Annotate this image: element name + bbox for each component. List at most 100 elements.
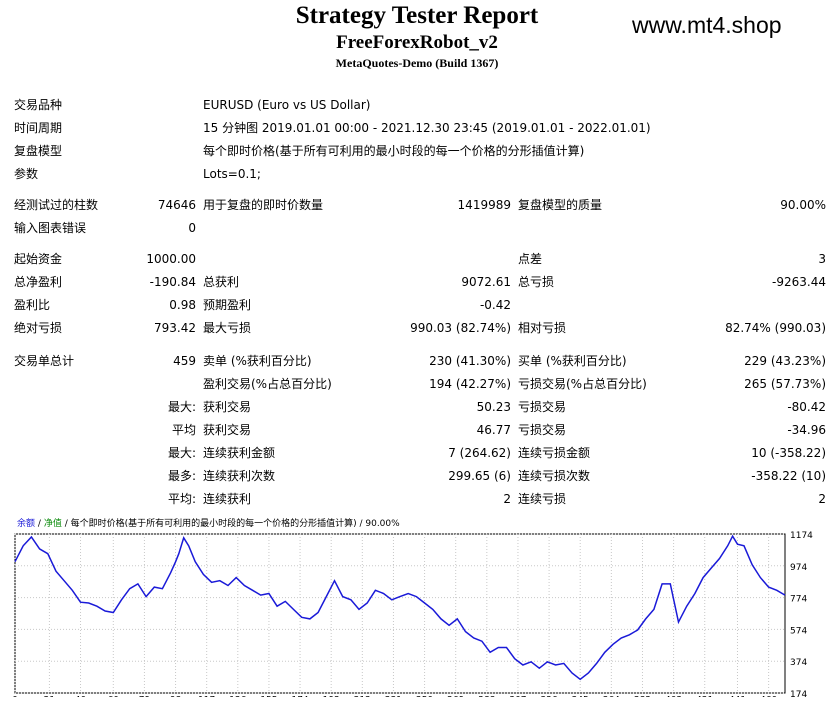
deposit-label: 起始资金 — [14, 252, 63, 266]
gross-loss-label: 总亏损 — [518, 275, 555, 289]
x-tick-label: 60 — [108, 696, 120, 697]
x-tick-label: 250 — [416, 696, 433, 697]
loss-trades-value: 265 (57.73%) — [744, 377, 826, 391]
largest-loss-value: -80.42 — [787, 400, 826, 414]
x-tick-label: 383 — [634, 696, 651, 697]
x-tick-label: 326 — [540, 696, 557, 697]
average-profit-label: 获利交易 — [203, 423, 252, 437]
largest-loss-label: 亏损交易 — [518, 400, 567, 414]
chart-legend: 余额 / 净值 / 每个即时价格(基于所有可利用的最小时段的每一个价格的分形插值… — [17, 516, 400, 529]
errors-value: 0 — [188, 221, 196, 235]
y-tick-label: 974 — [790, 563, 807, 573]
x-tick-label: 231 — [385, 696, 402, 697]
y-tick-label: 174 — [790, 690, 807, 697]
total-trades-label: 交易单总计 — [14, 354, 75, 368]
maximal-consecutive-profit-label: 连续获利次数 — [203, 469, 276, 483]
legend-separator: / — [37, 519, 41, 529]
maximal-consecutive-loss-value: -358.22 (10) — [751, 469, 826, 483]
average-consecutive-prefix: 平均: — [167, 492, 196, 506]
short-positions-label: 卖单 (%获利百分比) — [203, 354, 312, 368]
errors-label: 输入图表错误 — [14, 221, 87, 235]
legend-balance: 余额 — [17, 519, 36, 529]
max-consecutive-losses-value: 10 (-358.22) — [751, 446, 826, 460]
parameters-value: Lots=0.1; — [203, 167, 261, 181]
maximal-consecutive-prefix: 最多: — [167, 469, 196, 483]
absolute-drawdown-label: 绝对亏损 — [14, 321, 63, 335]
expected-payoff-value: -0.42 — [479, 298, 511, 312]
max-drawdown-value: 990.03 (82.74%) — [410, 321, 511, 335]
short-positions-value: 230 (41.30%) — [429, 354, 511, 368]
average-consecutive-wins-value: 2 — [503, 492, 511, 506]
average-profit-value: 46.77 — [476, 423, 511, 437]
x-tick-label: 155 — [260, 696, 277, 697]
legend-model-text: / 每个即时价格(基于所有可利用的最小时段的每一个价格的分形插值计算) / 90… — [64, 519, 400, 529]
max-consecutive-wins-label: 连续获利金额 — [203, 446, 276, 460]
site-watermark: www.mt4.shop — [632, 12, 782, 38]
model-value: 每个即时价格(基于所有可利用的最小时段的每一个价格的分形插值计算) — [203, 144, 585, 158]
balance-chart: 174 374 574 774 974 1174 0 21 40 60 79 98 117 136 155 1… — [12, 514, 827, 706]
period-value: 15 分钟图 2019.01.01 00:00 - 2021.12.30 23:… — [203, 121, 651, 135]
net-profit-label: 总净盈利 — [14, 275, 63, 289]
symbol-label: 交易品种 — [14, 98, 63, 112]
y-tick-label: 574 — [790, 626, 807, 636]
maximal-consecutive-loss-label: 连续亏损次数 — [518, 469, 591, 483]
period-label: 时间周期 — [14, 121, 63, 135]
long-positions-value: 229 (43.23%) — [744, 354, 826, 368]
average-consecutive-losses-label: 连续亏损 — [518, 492, 567, 506]
net-profit-value: -190.84 — [149, 275, 196, 289]
x-tick-label: 364 — [603, 696, 620, 697]
x-tick-label: 21 — [44, 696, 55, 697]
profit-factor-value: 0.98 — [169, 298, 196, 312]
bars-value: 74646 — [157, 198, 196, 212]
bars-label: 经测试过的柱数 — [14, 198, 99, 212]
quality-label: 复盘模型的质量 — [518, 198, 603, 212]
average-prefix: 平均 — [171, 423, 196, 437]
x-tick-label: 212 — [354, 696, 371, 697]
spread-label: 点差 — [518, 252, 543, 266]
average-loss-value: -34.96 — [787, 423, 826, 437]
build-info: MetaQuotes-Demo (Build 1367) — [335, 56, 499, 70]
average-consecutive-losses-value: 2 — [818, 492, 826, 506]
relative-drawdown-label: 相对亏损 — [518, 321, 567, 335]
profit-trades-label: 盈利交易(%占总百分比) — [203, 377, 332, 391]
plot-frame — [14, 533, 786, 694]
x-tick-label: 193 — [323, 696, 340, 697]
relative-drawdown-value: 82.74% (990.03) — [725, 321, 826, 335]
x-tick-label: 441 — [729, 696, 746, 697]
balance-series-line — [14, 534, 786, 681]
y-tick-label: 374 — [790, 658, 807, 668]
gross-loss-value: -9263.44 — [772, 275, 826, 289]
long-positions-label: 买单 (%获利百分比) — [518, 354, 627, 368]
maximal-consecutive-profit-value: 299.65 (6) — [448, 469, 511, 483]
x-tick-label: 136 — [229, 696, 246, 697]
loss-trades-label: 亏损交易(%占总百分比) — [518, 377, 647, 391]
balance-chart-svg: 174 374 574 774 974 1174 0 21 40 60 79 98 117 136 155 1… — [12, 531, 813, 706]
y-tick-label: 774 — [790, 595, 807, 605]
expected-payoff-label: 预期盈利 — [203, 298, 252, 312]
parameters-label: 参数 — [14, 167, 39, 181]
x-tick-label: 117 — [198, 696, 215, 697]
profit-trades-value: 194 (42.27%) — [429, 377, 511, 391]
report-title: Strategy Tester Report — [295, 2, 539, 29]
total-trades-value: 459 — [173, 354, 196, 368]
x-tick-label: 40 — [75, 696, 87, 697]
x-tick-label: 402 — [665, 696, 682, 697]
y-tick-label: 1174 — [790, 531, 813, 541]
gross-profit-value: 9072.61 — [461, 275, 511, 289]
ticks-value: 1419989 — [457, 198, 511, 212]
x-tick-label: 0 — [12, 696, 18, 697]
average-loss-label: 亏损交易 — [518, 423, 567, 437]
largest-profit-label: 获利交易 — [203, 400, 252, 414]
symbol-value: EURUSD (Euro vs US Dollar) — [203, 98, 371, 112]
largest-prefix: 最大: — [167, 400, 196, 414]
max-consecutive-losses-label: 连续亏损金额 — [518, 446, 591, 460]
x-tick-label: 79 — [139, 696, 151, 697]
x-tick-label: 288 — [478, 696, 495, 697]
x-tick-label: 174 — [291, 696, 308, 697]
absolute-drawdown-value: 793.42 — [154, 321, 196, 335]
x-tick-label: 460 — [760, 696, 777, 697]
average-consecutive-wins-label: 连续获利 — [203, 492, 252, 506]
x-tick-label: 421 — [696, 696, 713, 697]
model-label: 复盘模型 — [14, 144, 63, 158]
legend-equity: 净值 — [43, 519, 62, 529]
